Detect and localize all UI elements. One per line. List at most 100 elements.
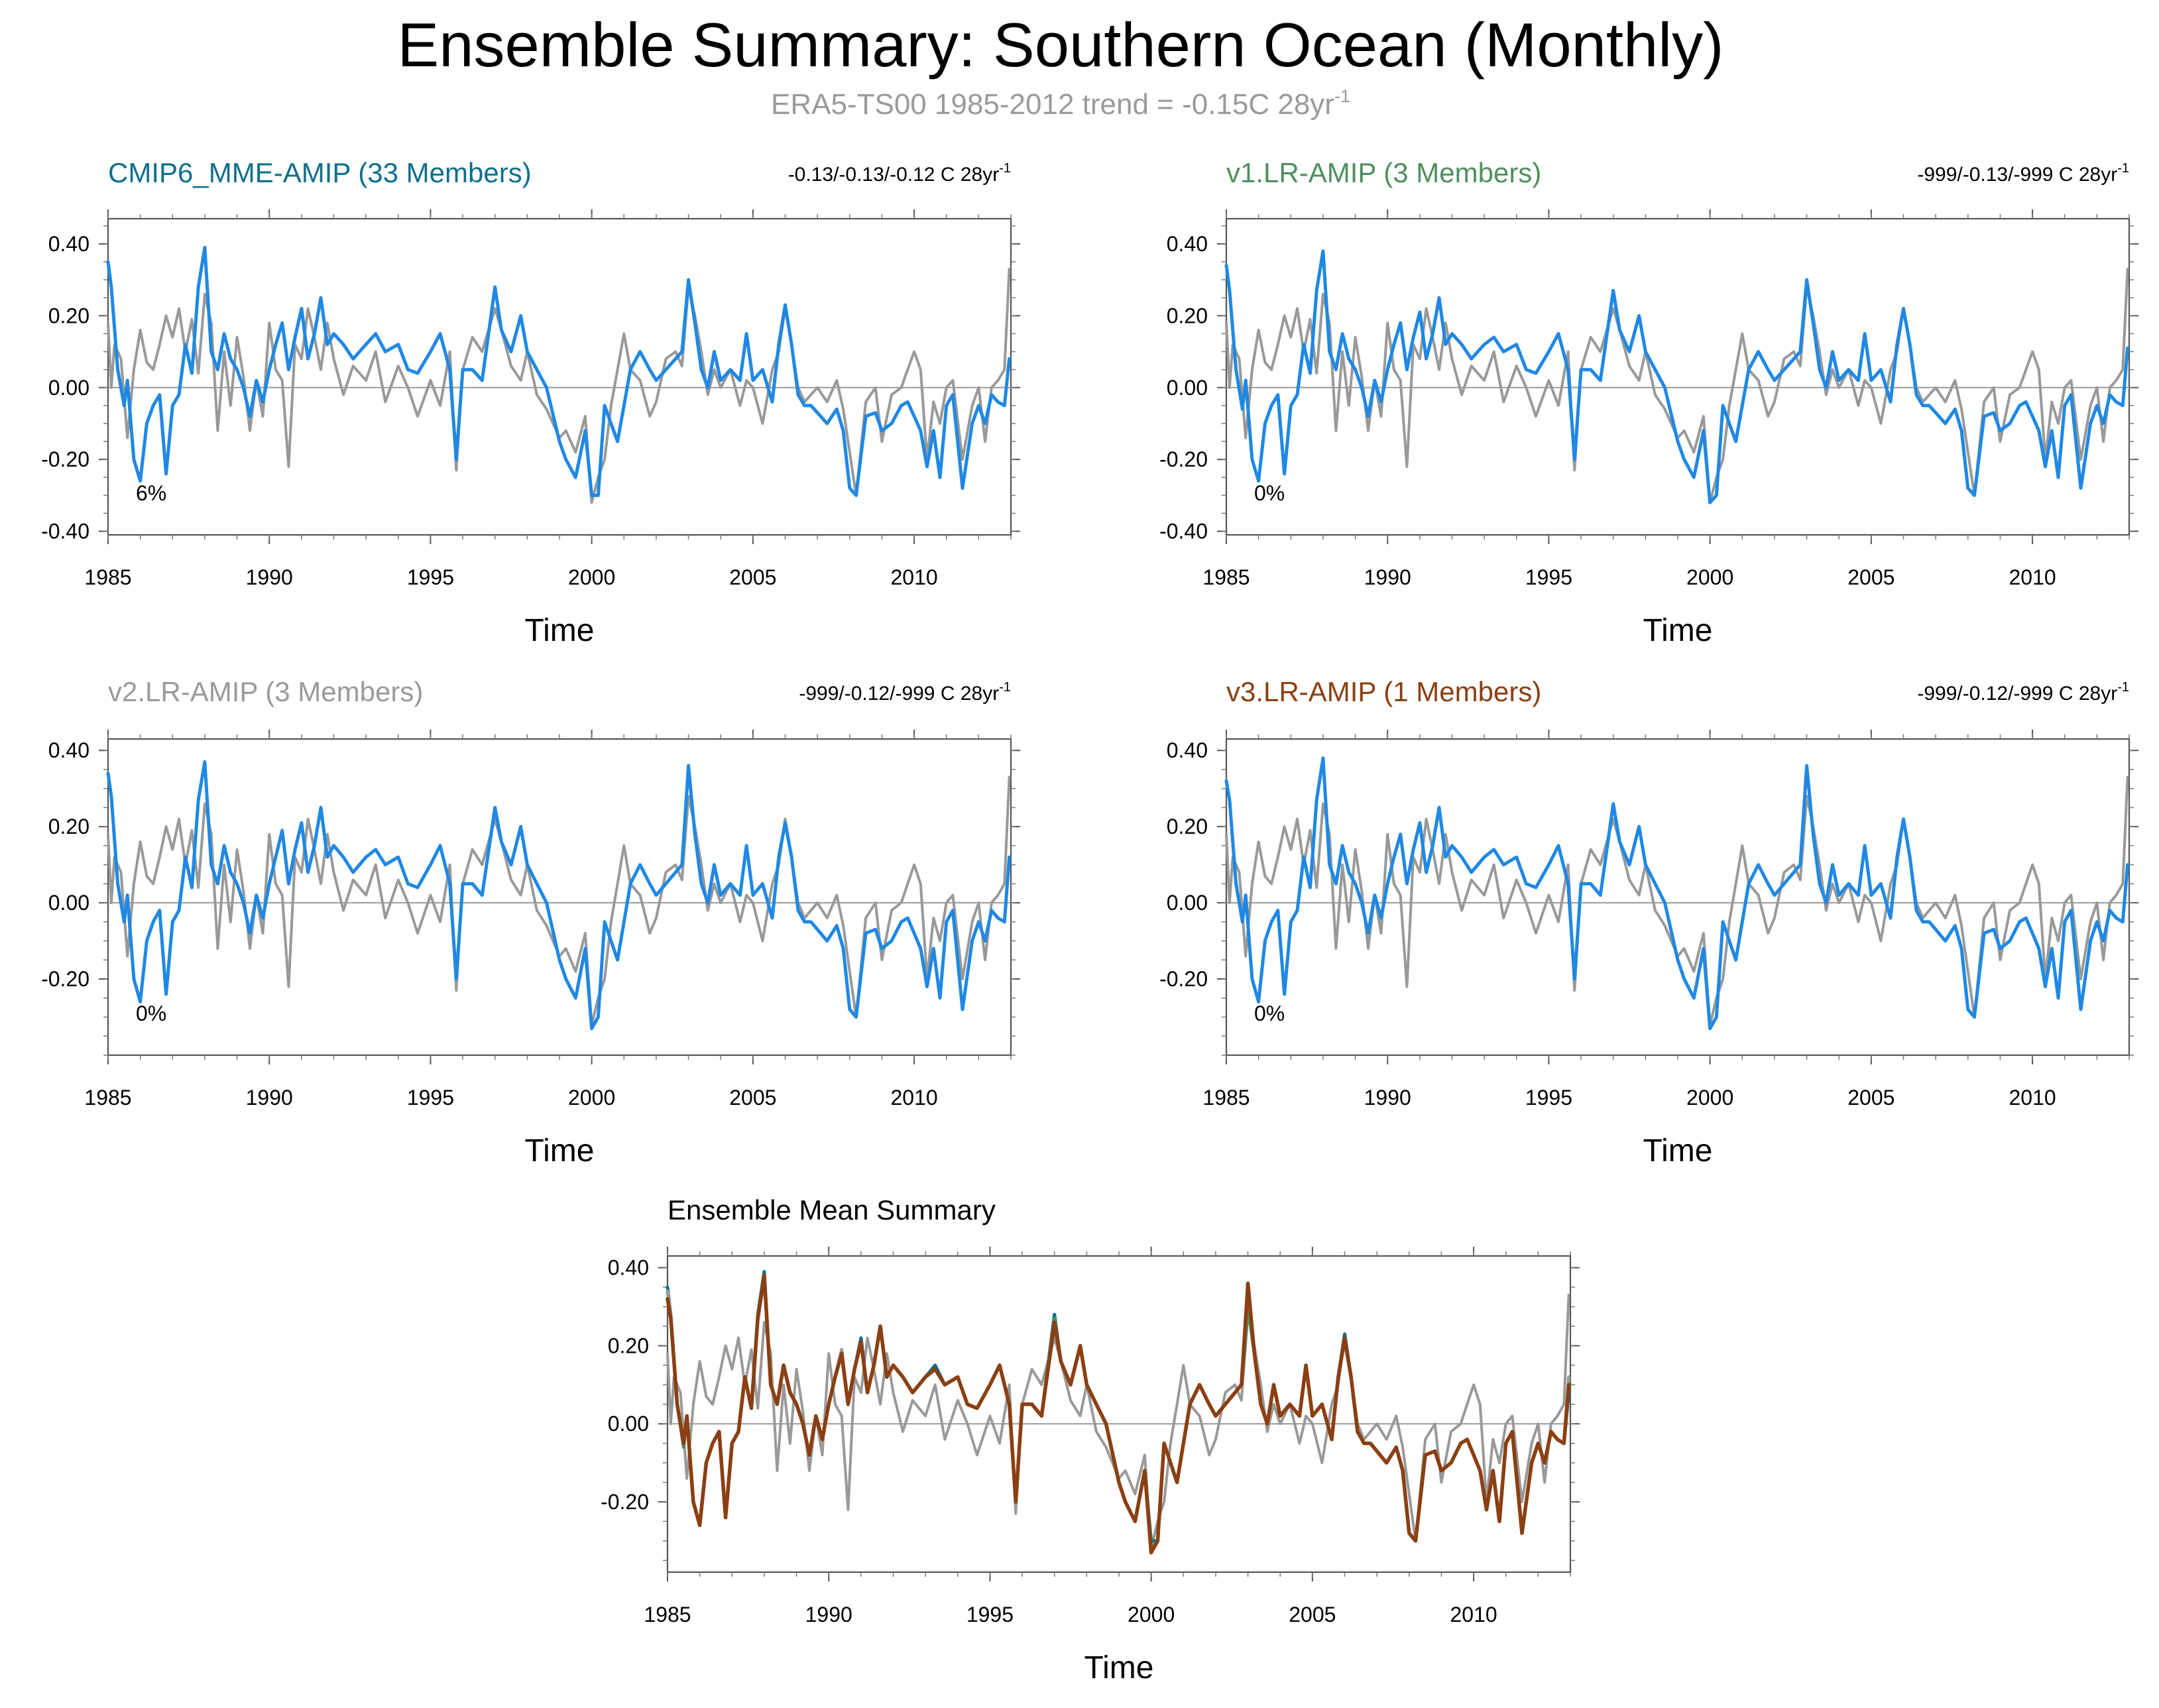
v3-point-era5-ts00-57 — [1655, 909, 1656, 911]
v3-point-era5-ts00-76 — [1806, 795, 1808, 797]
v2-xtick-label-1995: 1995 — [407, 1086, 454, 1110]
cmip6-point-ensemble-mean-90 — [791, 343, 792, 345]
cmip6-point-era5-ts00-94 — [817, 387, 818, 388]
v1-point-ensemble-mean-71 — [1767, 369, 1769, 370]
cmip6-xtick-label-2000: 2000 — [568, 565, 615, 589]
v1-point-ensemble-mean-64 — [1716, 494, 1718, 496]
summary-point-v3-lr-amip-83 — [1299, 1415, 1301, 1417]
cmip6-point-ensemble-mean-10 — [165, 473, 167, 475]
v1-point-ensemble-mean-41 — [1503, 351, 1505, 353]
v3-point-era5-ts00-47 — [1567, 864, 1569, 866]
cmip6-point-era5-ts00-61 — [575, 451, 577, 453]
v2-point-ensemble-mean-0 — [107, 772, 109, 774]
v1-point-era5-ts00-6 — [1257, 329, 1259, 331]
v3-point-era5-ts00-8 — [1271, 883, 1272, 885]
cmip6-point-era5-ts00-34 — [320, 369, 321, 370]
cmip6-point-ensemble-mean-58 — [546, 387, 548, 388]
v1-point-era5-ts00-11 — [1290, 337, 1292, 338]
v3-point-era5-ts00-102 — [1999, 959, 2001, 961]
v2-point-era5-ts00-96 — [836, 894, 838, 896]
v2-point-era5-ts00-35 — [327, 833, 328, 835]
v3-point-ensemble-mean-4 — [1245, 894, 1246, 896]
v1-point-era5-ts00-115 — [2096, 387, 2098, 388]
v2-point-ensemble-mean-29 — [288, 883, 290, 885]
summary-point-cmip6-mme-amip-0 — [667, 1286, 668, 1288]
v2-point-era5-ts00-4 — [127, 955, 128, 957]
v2-point-era5-ts00-16 — [204, 803, 205, 805]
cmip6-ytick-label-0-20: -0.20 — [41, 447, 89, 471]
summary-xtick-label-1995: 1995 — [966, 1603, 1014, 1626]
v2-point-era5-ts00-44 — [417, 933, 418, 934]
summary-point-era5-ts00-31 — [860, 1392, 862, 1393]
v1-point-ensemble-mean-47 — [1567, 369, 1569, 370]
summary-point-v3-lr-amip-94 — [1376, 1450, 1377, 1452]
summary-point-v3-lr-amip-72 — [1215, 1415, 1216, 1417]
v1-point-era5-ts00-15 — [1316, 372, 1317, 374]
v1-point-ensemble-mean-101 — [1993, 412, 1995, 414]
cmip6-point-ensemble-mean-108 — [926, 466, 928, 467]
cmip6-point-ensemble-mean-53 — [500, 329, 502, 331]
v2-point-ensemble-mean-52 — [494, 807, 496, 809]
summary-xtick-label-2010: 2010 — [1450, 1603, 1497, 1626]
summary-point-v3-lr-amip-46 — [999, 1365, 1000, 1366]
cmip6-point-era5-ts00-8 — [152, 369, 154, 370]
v2-point-ensemble-mean-65 — [604, 921, 605, 923]
cmip6-point-ensemble-mean-43 — [407, 369, 409, 370]
v3-xtick-label-2010: 2010 — [2009, 1086, 2056, 1110]
v1-point-ensemble-mean-116 — [2103, 423, 2104, 424]
summary-point-v3-lr-amip-12 — [738, 1431, 739, 1432]
v3-point-ensemble-mean-120 — [2127, 864, 2129, 866]
v2-point-era5-ts00-109 — [933, 917, 935, 919]
v2-point-era5-ts00-65 — [604, 978, 605, 980]
v1-point-ensemble-mean-112 — [2070, 394, 2072, 396]
summary-point-era5-ts00-15 — [757, 1407, 758, 1409]
cmip6-point-ensemble-mean-65 — [604, 405, 605, 406]
v1-point-ensemble-mean-110 — [2058, 477, 2059, 479]
v2-point-era5-ts00-72 — [656, 917, 657, 919]
v3-point-ensemble-mean-108 — [2044, 986, 2046, 988]
panel-cmip6: CMIP6_MME-AMIP (33 Members) -0.13/-0.13/-… — [41, 157, 1020, 648]
summary-point-era5-ts00-80 — [1273, 1404, 1275, 1405]
v1-point-ensemble-mean-42 — [1516, 343, 1517, 345]
cmip6-point-ensemble-mean-112 — [952, 394, 954, 396]
v3-point-ensemble-mean-43 — [1525, 883, 1527, 885]
v3-point-ensemble-mean-104 — [2018, 921, 2020, 923]
v3-point-era5-ts00-1 — [1229, 902, 1230, 903]
summary-point-v2-lr-amip-0 — [667, 1290, 668, 1292]
v2-point-ensemble-mean-20 — [230, 872, 231, 873]
v1-point-era5-ts00-58 — [1664, 408, 1666, 410]
summary-point-v3-lr-amip-50 — [1031, 1404, 1033, 1405]
v1-point-era5-ts00-97 — [1961, 408, 1962, 410]
cmip6-point-ensemble-mean-3 — [123, 405, 125, 406]
panel-ensemble-mean-summary: Ensemble Mean Summary 0.40 0.20 0.00 -0.20 19… — [601, 1194, 1580, 1685]
v1-point-ensemble-mean-63 — [1709, 502, 1711, 503]
v2-point-era5-ts00-6 — [139, 841, 141, 842]
cmip6-point-ensemble-mean-95 — [826, 423, 828, 424]
v2-point-ensemble-mean-64 — [597, 1016, 599, 1018]
cmip6-point-ensemble-mean-2 — [117, 369, 119, 370]
summary-point-era5-ts00-101 — [1434, 1423, 1436, 1424]
v3-point-era5-ts00-66 — [1729, 921, 1730, 923]
cmip6-point-ensemble-mean-35 — [327, 343, 328, 345]
summary-point-v3-lr-amip-60 — [1124, 1501, 1126, 1503]
v3-point-ensemble-mean-15 — [1316, 799, 1317, 801]
cmip6-point-era5-ts00-40 — [375, 351, 377, 353]
summary-point-v3-lr-amip-65 — [1163, 1442, 1165, 1444]
v1-point-ensemble-mean-100 — [1983, 416, 1985, 417]
v3-point-ensemble-mean-44 — [1535, 887, 1537, 888]
v1-point-ensemble-mean-94 — [1935, 412, 1936, 414]
cmip6-point-ensemble-mean-106 — [913, 416, 915, 417]
cmip6-point-ensemble-mean-33 — [314, 333, 316, 335]
cmip6-point-ensemble-mean-42 — [398, 343, 399, 345]
cmip6-point-ensemble-mean-36 — [333, 333, 335, 335]
cmip6-point-era5-ts00-9 — [159, 343, 160, 345]
v2-point-ensemble-mean-60 — [565, 978, 567, 980]
v2-point-ensemble-mean-28 — [281, 830, 283, 831]
cmip6-point-era5-ts00-103 — [891, 394, 892, 396]
v2-point-era5-ts00-87 — [772, 883, 773, 885]
summary-point-v3-lr-amip-104 — [1460, 1442, 1462, 1444]
summary-point-era5-ts00-8 — [712, 1404, 713, 1405]
cmip6-point-era5-ts00-52 — [494, 308, 496, 310]
v2-point-ensemble-mean-94 — [817, 929, 818, 931]
v1-point-ensemble-mean-51 — [1600, 380, 1602, 381]
